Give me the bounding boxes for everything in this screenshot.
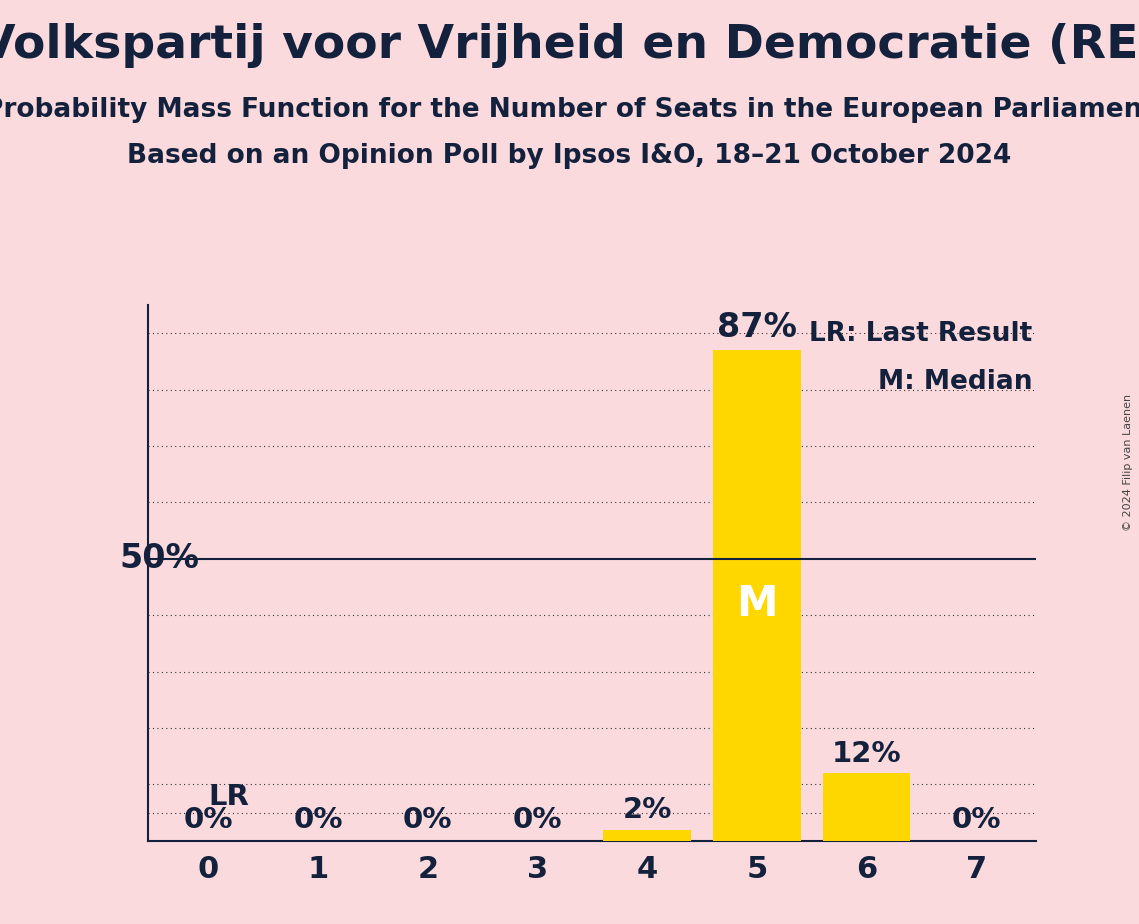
Bar	[713, 350, 801, 841]
Text: M: Median: M: Median	[877, 370, 1032, 395]
Text: LR: Last Result: LR: Last Result	[809, 321, 1032, 347]
Text: 2%: 2%	[622, 796, 672, 824]
Text: Probability Mass Function for the Number of Seats in the European Parliament: Probability Mass Function for the Number…	[0, 97, 1139, 123]
Text: Volkspartij voor Vrijheid en Democratie (RE): Volkspartij voor Vrijheid en Democratie …	[0, 23, 1139, 68]
Text: 0%: 0%	[403, 806, 452, 834]
Text: 0%: 0%	[513, 806, 563, 834]
Bar	[822, 773, 910, 841]
Text: 0%: 0%	[294, 806, 343, 834]
Bar	[604, 830, 691, 841]
Text: 0%: 0%	[951, 806, 1001, 834]
Text: Based on an Opinion Poll by Ipsos I&O, 18–21 October 2024: Based on an Opinion Poll by Ipsos I&O, 1…	[128, 143, 1011, 169]
Text: © 2024 Filip van Laenen: © 2024 Filip van Laenen	[1123, 394, 1133, 530]
Text: 12%: 12%	[831, 739, 901, 768]
Text: 87%: 87%	[716, 311, 797, 345]
Text: LR: LR	[208, 783, 249, 811]
Text: 0%: 0%	[183, 806, 233, 834]
Text: M: M	[736, 583, 778, 625]
Text: 50%: 50%	[120, 542, 199, 576]
